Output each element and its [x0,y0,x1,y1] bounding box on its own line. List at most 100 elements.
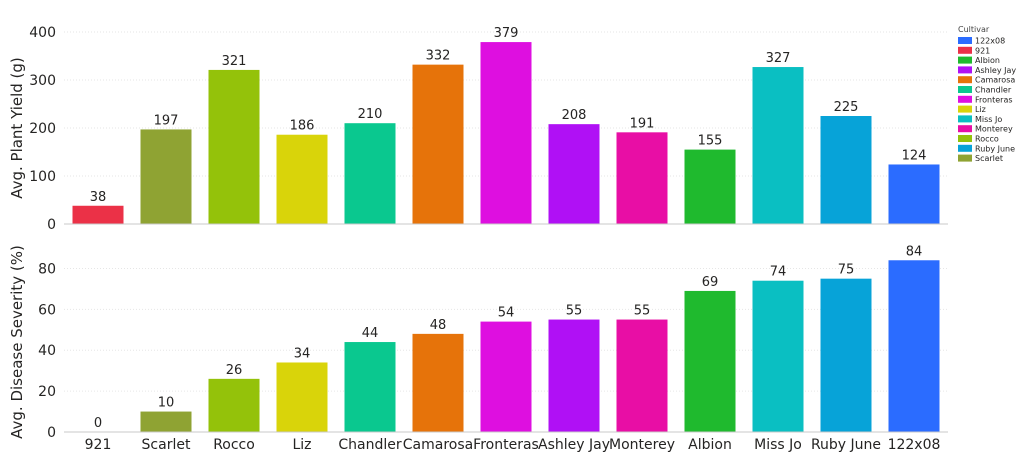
legend-swatch [958,46,972,54]
legend-swatch [958,105,972,113]
legend-item-label: Rocco [975,135,999,144]
legend-title: Cultivar [958,25,990,34]
bar [548,319,600,432]
bar [208,378,260,432]
data-label: 54 [498,306,515,321]
y-axis-label: Avg. Plant Yield (g) [8,57,26,199]
data-label: 332 [426,49,451,64]
y-tick-label: 40 [38,343,56,359]
data-label: 38 [90,190,107,205]
legend-swatch [958,86,972,93]
bar [140,411,192,432]
legend-item-label: Albion [975,56,1000,65]
legend-swatch [958,154,972,162]
legend-swatch [958,37,972,44]
data-label: 74 [770,265,787,280]
data-label: 0 [94,416,102,431]
x-tick-label: Liz [292,437,311,453]
x-tick-label: Ashley Jay [538,437,610,453]
legend-item-label: Camarosa [975,76,1015,85]
data-label: 327 [766,51,791,66]
bar [480,42,532,224]
data-label: 379 [494,26,519,41]
legend-item-label: Monterey [975,125,1013,134]
legend-swatch [958,135,972,142]
legend-item-label: Miss Jo [975,115,1002,124]
data-label: 225 [834,100,859,115]
bar [344,123,396,224]
x-tick-label: Fronteras [473,437,539,453]
panel-2: 0 20 40 60 80 Avg. Disease Severity (%) 0 10 26 3… [8,244,948,453]
y-axis-label: Avg. Disease Severity (%) [8,245,26,439]
bar [72,205,124,224]
legend-swatch [958,125,972,133]
legend-swatch [958,56,972,64]
y-tick-label: 0 [47,217,56,233]
bar [888,164,940,224]
bar [752,280,804,432]
bar [480,321,532,432]
y-tick-label: 200 [29,121,56,137]
x-tick-label: Rocco [213,437,255,453]
legend-item-label: Scarlet [975,154,1003,163]
x-tick-label: Ruby June [811,437,881,453]
legend-item-label: 122x08 [975,37,1005,46]
data-label: 48 [430,318,447,333]
legend-swatch [958,144,972,152]
bar [344,342,396,432]
data-label: 69 [702,275,719,290]
bar [752,67,804,224]
data-label: 191 [630,116,655,131]
data-label: 55 [634,304,651,319]
legend-item-label: Chandler [975,86,1012,95]
y-tick-label: 20 [38,384,56,400]
x-tick-label: Miss Jo [754,437,802,453]
data-label: 34 [294,346,311,361]
data-label: 55 [566,304,583,319]
data-label: 26 [226,363,243,378]
bar [684,149,736,224]
legend-swatch [958,115,972,123]
legend-item-label: Liz [975,105,986,114]
bar [276,134,328,224]
legend-item-label: Fronteras [975,95,1013,104]
legend-item-label: 921 [975,46,990,55]
data-label: 10 [158,396,175,411]
x-tick-label: Camarosa [403,437,473,453]
data-label: 84 [906,244,923,259]
data-label: 75 [838,263,855,278]
x-tick-label: 122x08 [888,437,941,453]
data-label: 186 [290,119,315,134]
bar [820,116,872,224]
legend-swatch [958,95,972,103]
y-tick-label: 80 [38,261,56,277]
bar [412,64,464,224]
x-tick-label: Monterey [609,437,675,453]
data-label: 155 [698,134,723,149]
y-tick-label: 300 [29,73,56,89]
x-tick-label: Scarlet [142,437,191,453]
data-label: 124 [902,148,927,163]
bar [548,124,600,224]
legend-swatch [958,76,972,84]
x-tick-label: 921 [85,437,112,453]
data-label: 44 [362,326,379,341]
bar [820,278,872,432]
bar [616,132,668,224]
bar [140,129,192,224]
data-label: 321 [222,54,247,69]
y-tick-label: 100 [29,169,56,185]
y-tick-label: 400 [29,25,56,41]
data-label: 208 [562,108,587,123]
y-tick-label: 60 [38,302,56,318]
legend-item-label: Ashley Jay [975,66,1016,75]
x-tick-label: Albion [688,437,732,453]
bar [412,333,464,432]
data-label: 197 [154,113,179,128]
x-tick-label: Chandler [338,437,401,453]
legend-item-label: Ruby June [975,144,1015,153]
